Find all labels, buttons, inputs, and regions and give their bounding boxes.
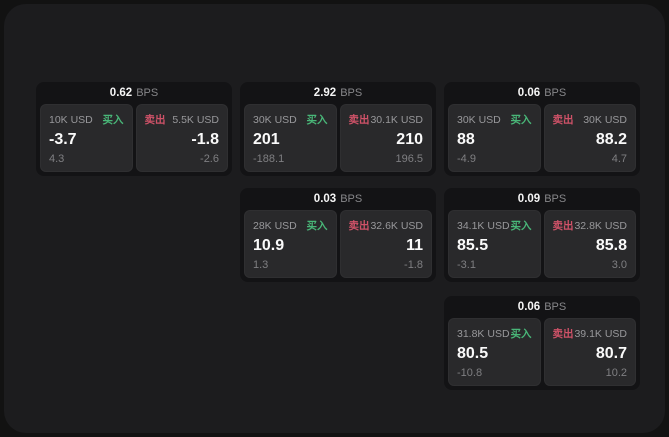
buy-price: 88 <box>457 131 475 148</box>
buy-sub-value: 4.3 <box>49 153 65 165</box>
buy-side-label: 买入 <box>102 114 124 126</box>
bps-value: 0.09 <box>517 193 541 205</box>
buy-amount: 30K USD <box>253 113 297 126</box>
sell-amount: 39.1K USD <box>574 327 627 340</box>
sell-tile[interactable]: 卖出 5.5K USD -1.8 -2.6 <box>135 104 228 172</box>
quote-card: 0.09 BPS 34.1K USD 买入 85.5 -3.1 卖出 32.8K… <box>444 188 640 282</box>
bps-unit-label: BPS <box>340 87 363 99</box>
sell-price: 88.2 <box>595 131 627 148</box>
buy-amount: 28K USD <box>253 219 297 232</box>
buy-sub-value: -188.1 <box>253 153 285 165</box>
sell-sub-value: 10.2 <box>605 367 627 379</box>
bps-value: 2.92 <box>313 87 337 99</box>
buy-side-label: 买入 <box>510 220 532 232</box>
bps-unit-label: BPS <box>340 193 363 205</box>
bps-unit-label: BPS <box>136 87 159 99</box>
buy-tile[interactable]: 30K USD 买入 88 -4.9 <box>448 104 541 172</box>
buy-tile[interactable]: 34.1K USD 买入 85.5 -3.1 <box>448 210 541 278</box>
quotes-panel: 0.62 BPS 10K USD 买入 -3.7 4.3 卖出 5.5K USD… <box>4 4 665 433</box>
bps-header: 0.06 BPS <box>444 82 640 104</box>
buy-amount: 31.8K USD <box>457 327 510 340</box>
buy-side-label: 买入 <box>306 114 328 126</box>
sell-price: -1.8 <box>191 131 219 148</box>
bps-header: 0.03 BPS <box>240 188 436 210</box>
buy-tile[interactable]: 28K USD 买入 10.9 1.3 <box>244 210 337 278</box>
buy-price: -3.7 <box>49 131 77 148</box>
sell-tile[interactable]: 卖出 30K USD 88.2 4.7 <box>543 104 636 172</box>
buy-sub-value: -3.1 <box>457 259 476 271</box>
sell-side-label: 卖出 <box>348 114 370 126</box>
quote-card: 0.03 BPS 28K USD 买入 10.9 1.3 卖出 32.6K US… <box>240 188 436 282</box>
buy-price: 85.5 <box>457 237 489 254</box>
sell-side-label: 卖出 <box>552 220 574 232</box>
buy-amount: 10K USD <box>49 113 93 126</box>
sell-sub-value: -2.6 <box>200 153 219 165</box>
sell-amount: 5.5K USD <box>172 113 219 126</box>
bps-header: 0.06 BPS <box>444 296 640 318</box>
sell-sub-value: 4.7 <box>611 153 627 165</box>
bps-header: 0.62 BPS <box>36 82 232 104</box>
sell-tile[interactable]: 卖出 32.8K USD 85.8 3.0 <box>543 210 636 278</box>
buy-side-label: 买入 <box>510 114 532 126</box>
bps-value: 0.06 <box>517 301 541 313</box>
sell-sub-value: 196.5 <box>395 153 423 165</box>
sell-amount: 30.1K USD <box>370 113 423 126</box>
sell-side-label: 卖出 <box>552 114 574 126</box>
bps-unit-label: BPS <box>544 87 567 99</box>
buy-sub-value: 1.3 <box>253 259 269 271</box>
bps-header: 2.92 BPS <box>240 82 436 104</box>
buy-sub-value: -10.8 <box>457 367 483 379</box>
sell-tile[interactable]: 卖出 30.1K USD 210 196.5 <box>339 104 432 172</box>
bps-value: 0.62 <box>109 87 133 99</box>
sell-side-label: 卖出 <box>348 220 370 232</box>
sell-tile[interactable]: 卖出 39.1K USD 80.7 10.2 <box>543 318 636 386</box>
sell-sub-value: 3.0 <box>611 259 627 271</box>
bps-unit-label: BPS <box>544 301 567 313</box>
sell-price: 85.8 <box>595 237 627 254</box>
sell-sub-value: -1.8 <box>404 259 423 271</box>
sell-price: 210 <box>396 131 423 148</box>
bps-value: 0.06 <box>517 87 541 99</box>
bps-header: 0.09 BPS <box>444 188 640 210</box>
sell-amount: 32.6K USD <box>370 219 423 232</box>
bps-value: 0.03 <box>313 193 337 205</box>
buy-tile[interactable]: 31.8K USD 买入 80.5 -10.8 <box>448 318 541 386</box>
buy-tile[interactable]: 10K USD 买入 -3.7 4.3 <box>40 104 133 172</box>
buy-tile[interactable]: 30K USD 买入 201 -188.1 <box>244 104 337 172</box>
quote-card: 0.62 BPS 10K USD 买入 -3.7 4.3 卖出 5.5K USD… <box>36 82 232 176</box>
sell-price: 80.7 <box>595 345 627 362</box>
buy-price: 201 <box>253 131 280 148</box>
buy-sub-value: -4.9 <box>457 153 476 165</box>
bps-unit-label: BPS <box>544 193 567 205</box>
sell-tile[interactable]: 卖出 32.6K USD 11 -1.8 <box>339 210 432 278</box>
buy-side-label: 买入 <box>510 328 532 340</box>
buy-price: 80.5 <box>457 345 489 362</box>
quote-card: 2.92 BPS 30K USD 买入 201 -188.1 卖出 30.1K … <box>240 82 436 176</box>
sell-amount: 32.8K USD <box>574 219 627 232</box>
buy-amount: 30K USD <box>457 113 501 126</box>
sell-amount: 30K USD <box>583 113 627 126</box>
quote-card: 0.06 BPS 30K USD 买入 88 -4.9 卖出 30K USD 8… <box>444 82 640 176</box>
sell-price: 11 <box>406 237 423 254</box>
sell-side-label: 卖出 <box>552 328 574 340</box>
buy-price: 10.9 <box>253 237 285 254</box>
quote-card: 0.06 BPS 31.8K USD 买入 80.5 -10.8 卖出 39.1… <box>444 296 640 390</box>
buy-amount: 34.1K USD <box>457 219 510 232</box>
sell-side-label: 卖出 <box>144 114 166 126</box>
buy-side-label: 买入 <box>306 220 328 232</box>
